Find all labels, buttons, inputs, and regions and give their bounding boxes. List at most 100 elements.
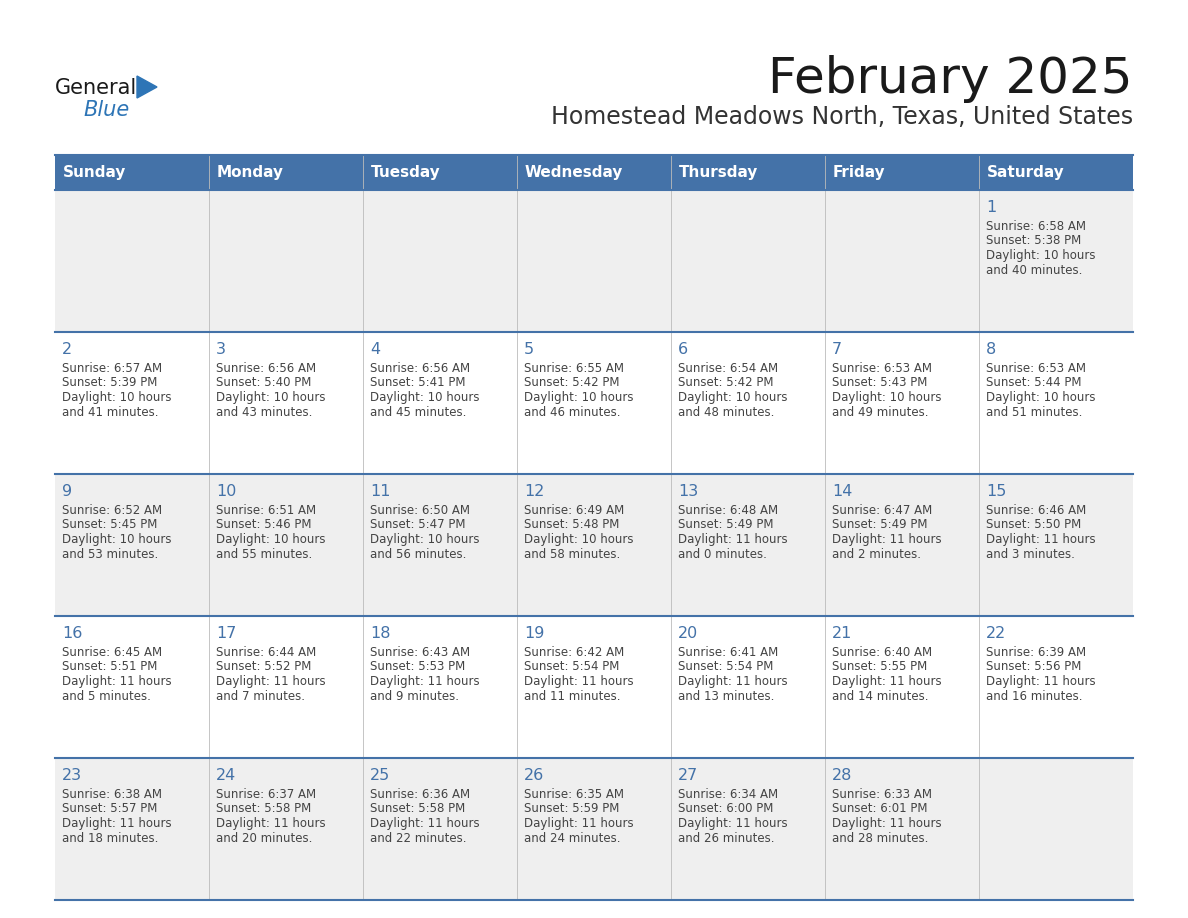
Bar <box>979 155 1133 190</box>
Text: Tuesday: Tuesday <box>371 165 441 180</box>
Text: Daylight: 10 hours: Daylight: 10 hours <box>369 533 480 546</box>
Text: Daylight: 11 hours: Daylight: 11 hours <box>369 675 480 688</box>
Text: 16: 16 <box>62 626 82 641</box>
Bar <box>364 155 517 190</box>
Text: Sunset: 5:51 PM: Sunset: 5:51 PM <box>62 660 157 674</box>
Text: Sunset: 5:57 PM: Sunset: 5:57 PM <box>62 802 157 815</box>
Text: Daylight: 10 hours: Daylight: 10 hours <box>62 533 171 546</box>
Text: Daylight: 11 hours: Daylight: 11 hours <box>986 675 1095 688</box>
Text: Daylight: 10 hours: Daylight: 10 hours <box>216 533 326 546</box>
Text: Daylight: 11 hours: Daylight: 11 hours <box>678 533 788 546</box>
Text: Daylight: 10 hours: Daylight: 10 hours <box>216 391 326 404</box>
Bar <box>55 616 209 758</box>
Bar <box>979 332 1133 474</box>
Text: Homestead Meadows North, Texas, United States: Homestead Meadows North, Texas, United S… <box>551 105 1133 129</box>
Text: and 45 minutes.: and 45 minutes. <box>369 406 467 419</box>
Text: Sunrise: 6:57 AM: Sunrise: 6:57 AM <box>62 362 162 375</box>
Bar <box>55 332 209 474</box>
Text: February 2025: February 2025 <box>769 55 1133 103</box>
Text: Daylight: 11 hours: Daylight: 11 hours <box>678 675 788 688</box>
Text: Sunset: 5:49 PM: Sunset: 5:49 PM <box>832 519 928 532</box>
Text: Sunset: 5:58 PM: Sunset: 5:58 PM <box>369 802 466 815</box>
Text: Sunset: 5:50 PM: Sunset: 5:50 PM <box>986 519 1081 532</box>
Bar <box>209 155 364 190</box>
Text: Daylight: 11 hours: Daylight: 11 hours <box>216 817 326 830</box>
Text: Sunrise: 6:56 AM: Sunrise: 6:56 AM <box>216 362 316 375</box>
Text: Daylight: 10 hours: Daylight: 10 hours <box>524 391 633 404</box>
Text: Sunrise: 6:39 AM: Sunrise: 6:39 AM <box>986 646 1086 659</box>
Text: 27: 27 <box>678 768 699 783</box>
Text: 7: 7 <box>832 342 842 357</box>
Text: Sunrise: 6:40 AM: Sunrise: 6:40 AM <box>832 646 933 659</box>
Bar <box>364 332 517 474</box>
Text: and 55 minutes.: and 55 minutes. <box>216 547 312 561</box>
Bar <box>979 758 1133 900</box>
Text: Sunset: 5:38 PM: Sunset: 5:38 PM <box>986 234 1081 248</box>
Polygon shape <box>137 76 157 98</box>
Text: Daylight: 11 hours: Daylight: 11 hours <box>524 675 633 688</box>
Text: and 58 minutes.: and 58 minutes. <box>524 547 620 561</box>
Text: Sunset: 6:01 PM: Sunset: 6:01 PM <box>832 802 928 815</box>
Bar <box>824 155 979 190</box>
Text: Blue: Blue <box>83 100 129 120</box>
Text: 28: 28 <box>832 768 852 783</box>
Text: Sunrise: 6:41 AM: Sunrise: 6:41 AM <box>678 646 778 659</box>
Text: Sunrise: 6:48 AM: Sunrise: 6:48 AM <box>678 504 778 517</box>
Bar <box>671 758 824 900</box>
Text: Sunrise: 6:47 AM: Sunrise: 6:47 AM <box>832 504 933 517</box>
Text: and 51 minutes.: and 51 minutes. <box>986 406 1082 419</box>
Bar <box>671 332 824 474</box>
Text: and 18 minutes.: and 18 minutes. <box>62 832 158 845</box>
Text: 20: 20 <box>678 626 699 641</box>
Bar <box>824 332 979 474</box>
Text: and 43 minutes.: and 43 minutes. <box>216 406 312 419</box>
Text: Wednesday: Wednesday <box>525 165 624 180</box>
Text: Sunset: 5:56 PM: Sunset: 5:56 PM <box>986 660 1081 674</box>
Text: Daylight: 11 hours: Daylight: 11 hours <box>369 817 480 830</box>
Text: Daylight: 11 hours: Daylight: 11 hours <box>62 675 171 688</box>
Text: Sunset: 5:48 PM: Sunset: 5:48 PM <box>524 519 619 532</box>
Text: 17: 17 <box>216 626 236 641</box>
Bar <box>209 190 364 332</box>
Text: and 53 minutes.: and 53 minutes. <box>62 547 158 561</box>
Text: Sunrise: 6:46 AM: Sunrise: 6:46 AM <box>986 504 1086 517</box>
Text: Daylight: 11 hours: Daylight: 11 hours <box>678 817 788 830</box>
Text: and 40 minutes.: and 40 minutes. <box>986 263 1082 276</box>
Text: 22: 22 <box>986 626 1006 641</box>
Text: 26: 26 <box>524 768 544 783</box>
Text: Sunrise: 6:50 AM: Sunrise: 6:50 AM <box>369 504 470 517</box>
Text: 14: 14 <box>832 484 852 499</box>
Text: Sunrise: 6:35 AM: Sunrise: 6:35 AM <box>524 788 624 801</box>
Text: 23: 23 <box>62 768 82 783</box>
Text: Sunset: 5:59 PM: Sunset: 5:59 PM <box>524 802 619 815</box>
Bar <box>55 758 209 900</box>
Text: Sunset: 5:40 PM: Sunset: 5:40 PM <box>216 376 311 389</box>
Text: Saturday: Saturday <box>987 165 1064 180</box>
Text: 12: 12 <box>524 484 544 499</box>
Text: 8: 8 <box>986 342 997 357</box>
Text: Daylight: 10 hours: Daylight: 10 hours <box>986 391 1095 404</box>
Text: 9: 9 <box>62 484 72 499</box>
Text: and 24 minutes.: and 24 minutes. <box>524 832 620 845</box>
Text: and 56 minutes.: and 56 minutes. <box>369 547 467 561</box>
Text: Sunrise: 6:38 AM: Sunrise: 6:38 AM <box>62 788 162 801</box>
Text: and 16 minutes.: and 16 minutes. <box>986 689 1082 702</box>
Bar <box>209 758 364 900</box>
Text: and 3 minutes.: and 3 minutes. <box>986 547 1075 561</box>
Bar <box>824 758 979 900</box>
Text: Sunset: 5:42 PM: Sunset: 5:42 PM <box>524 376 619 389</box>
Text: and 49 minutes.: and 49 minutes. <box>832 406 929 419</box>
Text: and 48 minutes.: and 48 minutes. <box>678 406 775 419</box>
Text: Sunrise: 6:58 AM: Sunrise: 6:58 AM <box>986 220 1086 233</box>
Text: Sunrise: 6:37 AM: Sunrise: 6:37 AM <box>216 788 316 801</box>
Text: 6: 6 <box>678 342 688 357</box>
Bar <box>671 474 824 616</box>
Text: Sunset: 5:53 PM: Sunset: 5:53 PM <box>369 660 466 674</box>
Text: Daylight: 10 hours: Daylight: 10 hours <box>986 249 1095 262</box>
Bar <box>671 190 824 332</box>
Text: Sunday: Sunday <box>63 165 126 180</box>
Bar <box>364 616 517 758</box>
Text: and 14 minutes.: and 14 minutes. <box>832 689 929 702</box>
Text: Daylight: 11 hours: Daylight: 11 hours <box>832 675 942 688</box>
Text: Monday: Monday <box>217 165 284 180</box>
